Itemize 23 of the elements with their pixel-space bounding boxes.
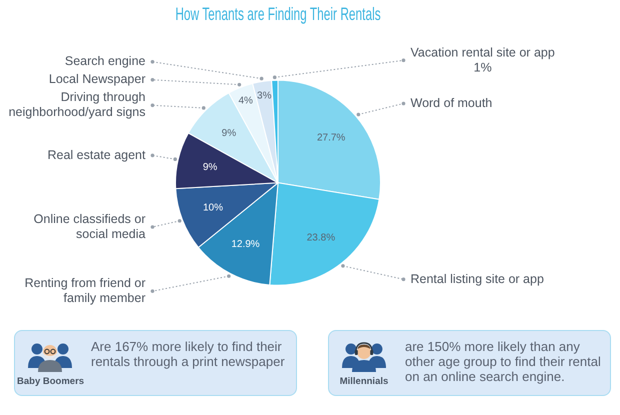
slice-label: Driving through neighborhood/yard signs [8,90,146,120]
slice-label: Real estate agent [48,148,146,162]
slice-label: Word of mouth [410,96,492,110]
slice-label: Vacation rental site or app [410,45,555,60]
data-label: 12.9% [231,239,260,250]
slice-label: Local Newspaper [48,72,146,86]
data-label: 4% [238,96,254,107]
slice-label: Online classifieds or social media [34,212,146,241]
data-label: 3% [257,90,272,102]
data-label: 23.8% [306,232,336,244]
slice-label: Search engine [64,54,146,68]
chart-title: How Tenants are Finding Their Rentals [175,4,381,24]
slice-label: Renting from friend or family member [24,276,146,306]
data-label: 27.7% [316,132,346,144]
data-label: 10% [202,202,224,214]
data-label: 9% [202,162,218,173]
text: Millennials [338,376,390,387]
text: are 150% more likely than any other age group to find their rental on an online search engine. [405,339,602,384]
slice-label: Rental listing site or app [410,272,544,286]
text: Baby Boomers [17,376,84,387]
text: Are 167% more likely to find their rentals through a print newspaper [91,339,286,369]
data-label: 1% [474,60,492,74]
data-label: 9% [222,128,236,140]
